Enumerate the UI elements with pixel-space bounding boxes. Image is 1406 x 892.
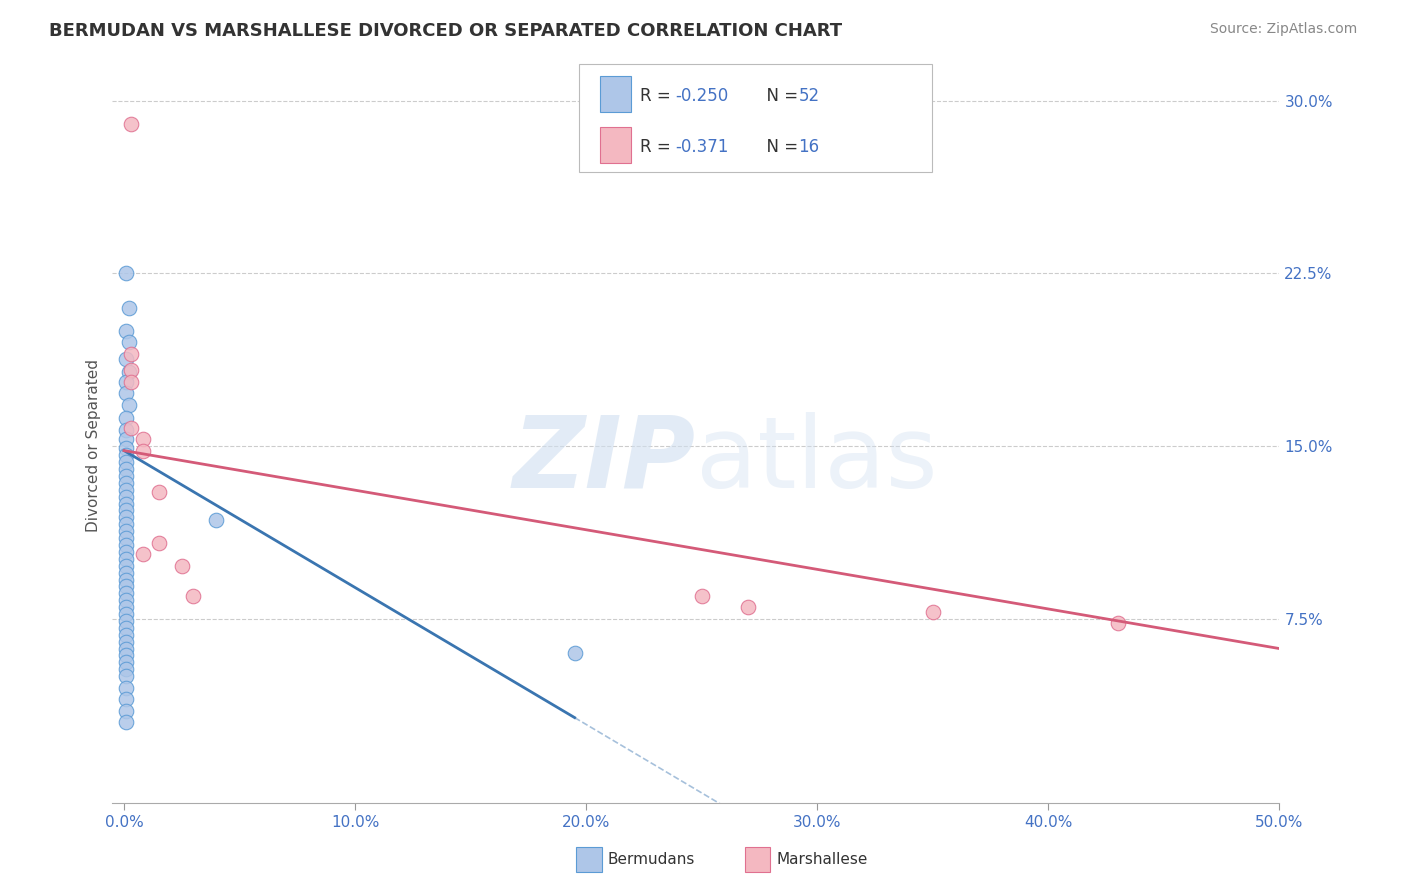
Point	[115, 375, 138, 389]
Text: N =: N =	[756, 87, 804, 104]
Point	[115, 600, 138, 615]
Point	[115, 545, 138, 559]
Point	[115, 455, 138, 469]
Point	[115, 704, 138, 718]
Point	[115, 634, 138, 648]
Point	[120, 420, 142, 434]
Point	[120, 363, 142, 377]
Point	[115, 448, 138, 462]
Point	[115, 386, 138, 401]
Point	[118, 398, 141, 412]
Point	[115, 538, 138, 552]
Point	[115, 411, 138, 425]
Point	[131, 547, 153, 561]
Text: Bermudans: Bermudans	[607, 853, 695, 867]
Text: Source: ZipAtlas.com: Source: ZipAtlas.com	[1209, 22, 1357, 37]
Text: BERMUDAN VS MARSHALLESE DIVORCED OR SEPARATED CORRELATION CHART: BERMUDAN VS MARSHALLESE DIVORCED OR SEPA…	[49, 22, 842, 40]
Point	[115, 469, 138, 483]
Point	[115, 586, 138, 600]
Point	[115, 656, 138, 670]
Point	[170, 558, 193, 573]
Point	[131, 432, 153, 446]
Point	[115, 510, 138, 524]
Point	[115, 607, 138, 621]
Point	[205, 513, 228, 527]
Text: -0.250: -0.250	[675, 87, 728, 104]
Point	[115, 648, 138, 663]
Point	[115, 621, 138, 635]
Point	[115, 432, 138, 446]
Point	[115, 490, 138, 504]
Point	[115, 662, 138, 676]
Point	[115, 681, 138, 695]
Point	[115, 579, 138, 593]
Text: 52: 52	[799, 87, 820, 104]
Point	[148, 485, 170, 500]
Point	[115, 462, 138, 476]
Point	[921, 605, 943, 619]
Point	[120, 375, 142, 389]
Point	[148, 535, 170, 549]
Point	[115, 573, 138, 587]
Point	[115, 324, 138, 338]
Point	[115, 593, 138, 607]
Point	[120, 347, 142, 361]
Point	[1107, 616, 1129, 631]
Point	[115, 503, 138, 517]
Point	[115, 614, 138, 628]
Point	[115, 641, 138, 656]
Point	[115, 669, 138, 683]
Point	[115, 266, 138, 280]
Text: R =: R =	[640, 87, 676, 104]
Point	[115, 351, 138, 366]
Text: R =: R =	[640, 138, 676, 156]
Point	[115, 517, 138, 532]
Point	[115, 524, 138, 538]
Text: N =: N =	[756, 138, 804, 156]
Text: atlas: atlas	[696, 412, 938, 508]
Point	[115, 628, 138, 642]
Point	[118, 365, 141, 379]
Point	[115, 497, 138, 511]
Point	[115, 483, 138, 497]
Point	[115, 566, 138, 580]
Text: -0.371: -0.371	[675, 138, 728, 156]
Point	[118, 335, 141, 350]
Point	[120, 117, 142, 131]
Point	[115, 715, 138, 730]
Point	[115, 475, 138, 490]
Point	[115, 692, 138, 706]
Point	[564, 646, 586, 660]
Point	[115, 442, 138, 456]
Text: 16: 16	[799, 138, 820, 156]
Point	[131, 443, 153, 458]
Text: Marshallese: Marshallese	[776, 853, 868, 867]
Point	[183, 589, 205, 603]
Y-axis label: Divorced or Separated: Divorced or Separated	[86, 359, 101, 533]
Point	[115, 551, 138, 566]
Text: ZIP: ZIP	[513, 412, 696, 508]
Point	[690, 589, 713, 603]
Point	[118, 301, 141, 315]
Point	[115, 531, 138, 545]
Point	[737, 600, 759, 615]
Point	[115, 423, 138, 437]
Point	[115, 558, 138, 573]
